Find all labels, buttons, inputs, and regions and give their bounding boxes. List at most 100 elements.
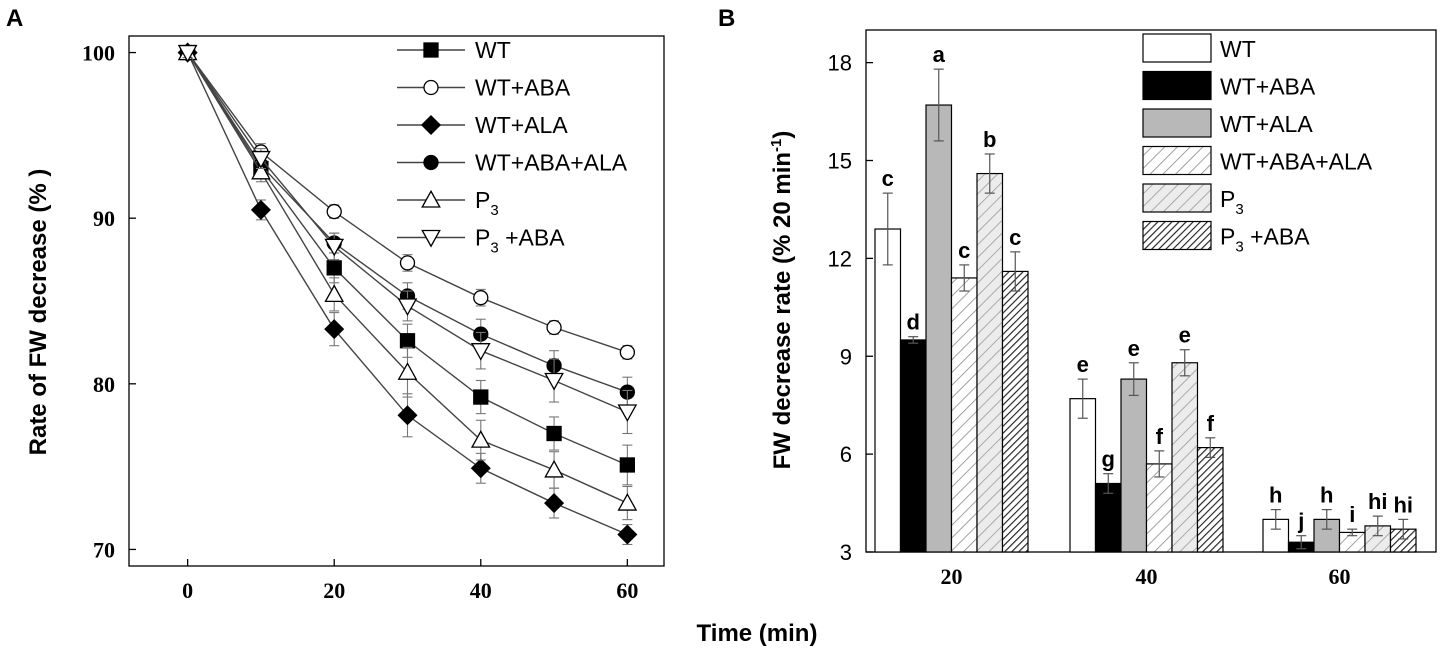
panel-a-y-tick-label: 80 [93,372,115,397]
panel-a-data-point [473,389,489,405]
panel-a-data-point [397,405,418,426]
panel-b-y-tick-label: 12 [828,246,852,271]
panel-b-significance-letter: e [1128,336,1140,361]
panel-a-y-tick-label: 70 [93,537,115,562]
panel-a-x-tick-label: 40 [470,578,492,603]
panel-a-legend-label: P3 [475,187,499,219]
panel-b-legend-label: P3 +ABA [1220,224,1310,256]
panel-a-x-tick-label: 20 [323,578,345,603]
panel-a-legend-label: P3 +ABA [475,225,565,257]
panel-b-bar [1120,378,1148,553]
panel-b-bar [925,104,953,553]
panel-a-data-point [324,319,345,340]
panel-b-legend-label-letter: P [1220,224,1235,250]
panel-b-legend-swatch [1142,183,1212,213]
panel-b-bar [1171,362,1199,553]
panel-a-data-point [617,404,638,423]
panel-b-significance-letter: c [882,166,894,191]
panel-b-significance-letter: hi [1393,492,1413,517]
panel-a-y-tick-label: 100 [82,41,115,66]
panel-b-y-title-end: ) [769,131,796,139]
panel-b-legend-label: WT+ABA+ALA [1220,149,1373,175]
panel-b-y-tick-label: 3 [840,540,852,565]
panel-a-data-point [544,372,564,391]
panel-b-significance-letter: h [1320,483,1333,508]
panel-b-legend-label-letter: P [1220,186,1235,212]
panel-a-data-point [177,44,198,63]
panel-b-significance-letter: hi [1368,489,1388,514]
panel-a-y-tick-label: 90 [93,206,115,231]
panel-b-x-tick-label: 60 [1329,564,1351,589]
panel-b-significance-letter: d [907,310,920,335]
panel-b-legend-label: WT [1220,36,1256,62]
panel-a-legend-label: WT [475,37,511,63]
panel-a-data-point [399,255,416,271]
panel-a-axes: 0 20 40 60 70 80 90 100 [82,41,638,603]
panel-b-legend-label: WT+ABA [1220,74,1316,100]
panel-a-x-tick-label: 0 [182,578,193,603]
panel-a-data-point [326,260,342,276]
panel-b-significance-letter: a [933,42,946,67]
panel-a-legend-label-letter: P [475,187,490,213]
panel-a-data-point [544,459,564,478]
panel-b-significance-letter: h [1269,483,1282,508]
panel-a-data-point [546,425,562,442]
panel-a-y-axis-title: Rate of FW decrease (% ) [25,169,52,456]
panel-b-significance-letter: e [1077,352,1089,377]
panel-a-legend-marker [423,154,439,171]
panel-a-legend-marker [421,229,441,248]
panel-a-data-point [619,344,636,360]
panel-b-label: B [718,5,735,32]
panel-b-y-tick-label: 6 [840,442,852,467]
panel-b-legend-swatch [1142,108,1212,138]
panel-b-x-tick-label: 40 [1136,564,1158,589]
panel-b-y-tick-label: 18 [828,51,852,76]
panel-a-data-point [251,161,271,180]
panel-b-x-tick-label: 20 [941,564,963,589]
panel-b-legend-label: WT+ALA [1220,111,1313,137]
panel-b-significance-letter: i [1349,502,1355,527]
panel-b-legend-label: P3 [1220,186,1244,218]
panel-a-data-point [544,493,565,514]
panel-a-data-point [470,430,491,448]
panel-b-significance-letter: c [958,238,970,263]
panel-a-data-point [399,333,416,349]
panel-b-legend-label-sub: 3 [1235,201,1243,218]
panel-b-legend-swatch [1142,145,1212,176]
panel-b-significance-letter: c [1009,225,1021,250]
panel-a-data-point [470,458,491,479]
panel-a-label: A [6,5,23,32]
panel-b-significance-letter: e [1179,323,1191,348]
panel-a-data-point [324,238,345,257]
panel-a-legend-label-letter: P [475,225,490,251]
panel-b-y-title-main: FW decrease rate (% 20 min [769,152,796,469]
panel-b-y-tick-label: 15 [828,149,852,174]
panel-b-legend-swatch [1142,33,1212,63]
panel-b-bar [1069,398,1097,553]
panel-b-bar [899,339,927,553]
x-axis-title: Time (min) [697,620,818,647]
panel-b-significance-letter: b [983,127,996,152]
panel-a-x-tick-label: 60 [616,578,638,603]
panel-a-legend-marker [421,189,441,208]
panel-a-plot-frame [128,35,665,567]
panel-a-legend-label: WT+ABA+ALA [475,150,628,176]
panel-b-legend-label-rest: +ABA [1244,224,1311,250]
panel-a-legend-label: WT+ALA [475,112,568,138]
panel-b-significance-letter: f [1156,424,1164,449]
panel-a-series-4 [177,42,638,521]
panel-a-legend-label-sub: 3 [490,240,498,257]
panel-b-legend-label-sub: 3 [1235,239,1243,256]
panel-b-significance-letter: g [1102,447,1115,472]
panel-a-legend-marker [423,79,439,96]
panel-b-y-tick-label: 9 [840,344,852,369]
panel-a-data-point [324,284,345,303]
panel-b-y-title-sup: -1 [768,139,785,152]
panel-b-significance-letter: f [1207,411,1215,436]
panel-a-data-point [251,150,271,169]
panel-b-significance-letter: j [1297,509,1304,534]
